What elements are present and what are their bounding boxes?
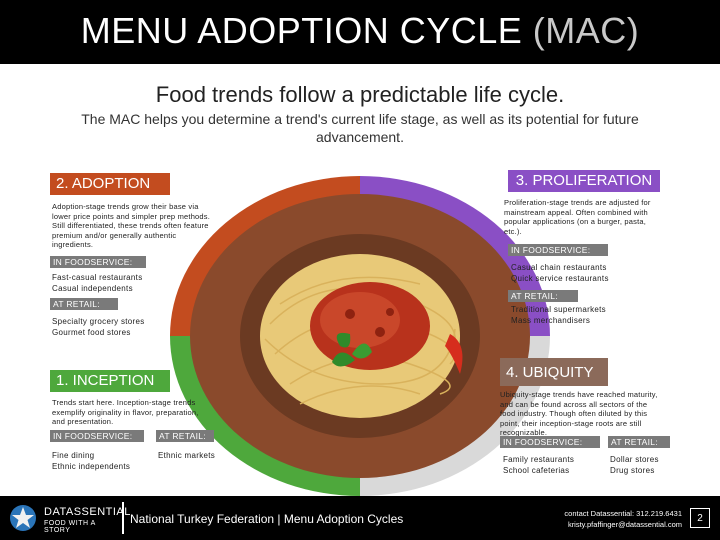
title-acronym: (MAC) — [532, 10, 640, 51]
adoption-retail-list: Specialty grocery stores Gourmet food st… — [52, 316, 145, 338]
list-item: Ethnic independents — [52, 462, 131, 471]
page-title: MENU ADOPTION CYCLE (MAC) — [80, 10, 640, 51]
ubiquity-retail-tag: AT RETAIL: — [608, 436, 670, 448]
ubiquity-label: 4. UBIQUITY — [500, 358, 608, 386]
cycle-plate-graphic — [170, 176, 550, 496]
logo-star-icon — [10, 505, 36, 531]
list-item: Traditional supermarkets — [511, 305, 606, 314]
ubiquity-foodservice-list: Family restaurants School cafeterias — [503, 454, 574, 476]
page-number: 2 — [690, 508, 710, 528]
list-item: Ethnic markets — [158, 451, 216, 460]
spaghetti-image — [260, 254, 463, 418]
tagline: Food trends follow a predictable life cy… — [155, 82, 565, 107]
list-item: Mass merchandisers — [511, 316, 591, 325]
adoption-description: Adoption-stage trends grow their base vi… — [52, 202, 211, 249]
list-item: Casual independents — [52, 284, 133, 293]
contact-email: kristy.pfaffinger@datassential.com — [567, 520, 682, 529]
proliferation-retail-list: Traditional supermarkets Mass merchandis… — [511, 304, 606, 326]
inception-retail-tag: AT RETAIL: — [156, 430, 214, 442]
logo-name: DATASSENTIAL — [44, 506, 131, 518]
footer-title: National Turkey Federation | Menu Adopti… — [130, 512, 404, 526]
list-item: Fast-casual restaurants — [52, 273, 143, 282]
ubiquity-description: Ubiquity-stage trends have reached matur… — [500, 390, 658, 437]
inception-label: 1. INCEPTION — [50, 370, 170, 392]
proliferation-retail-tag: AT RETAIL: — [508, 290, 578, 302]
adoption-foodservice-tag: IN FOODSERVICE: — [50, 256, 146, 268]
list-item: Family restaurants — [503, 455, 575, 464]
description: The MAC helps you determine a trend's cu… — [81, 111, 639, 145]
adoption-label: 2. ADOPTION — [50, 173, 170, 195]
list-item: Gourmet food stores — [52, 328, 131, 337]
ubiquity-foodservice-tag: IN FOODSERVICE: — [500, 436, 600, 448]
list-item: Drug stores — [610, 466, 655, 475]
contact-phone: contact Datassential: 312.219.6431 — [564, 509, 682, 518]
adoption-retail-tag: AT RETAIL: — [50, 298, 118, 310]
inception-retail-list: Ethnic markets — [158, 450, 215, 461]
list-item: Dollar stores — [610, 455, 659, 464]
inception-foodservice-tag: IN FOODSERVICE: — [50, 430, 144, 442]
list-item: Quick service restaurants — [511, 274, 609, 283]
list-item: Specialty grocery stores — [52, 317, 145, 326]
datassential-logo: DATASSENTIAL FOOD WITH A STORY — [8, 502, 130, 534]
ubiquity-retail-list: Dollar stores Drug stores — [610, 454, 659, 476]
list-item: Fine dining — [52, 451, 95, 460]
proliferation-foodservice-list: Casual chain restaurants Quick service r… — [511, 262, 609, 284]
list-item: Casual chain restaurants — [511, 263, 607, 272]
footer-bar — [0, 496, 720, 540]
proliferation-foodservice-tag: IN FOODSERVICE: — [508, 244, 608, 256]
adoption-foodservice-list: Fast-casual restaurants Casual independe… — [52, 272, 143, 294]
list-item: School cafeterias — [503, 466, 570, 475]
inception-foodservice-list: Fine dining Ethnic independents — [52, 450, 130, 472]
header-bar: MENU ADOPTION CYCLE (MAC) — [0, 0, 720, 64]
footer-contact: contact Datassential: 312.219.6431 krist… — [540, 508, 682, 530]
footer-divider — [122, 502, 124, 534]
proliferation-description: Proliferation-stage trends are adjusted … — [504, 198, 651, 236]
proliferation-label: 3. PROLIFERATION — [508, 170, 660, 192]
logo-tagline: FOOD WITH A STORY — [44, 520, 96, 534]
inception-description: Trends start here. Inception-stage trend… — [52, 398, 199, 426]
